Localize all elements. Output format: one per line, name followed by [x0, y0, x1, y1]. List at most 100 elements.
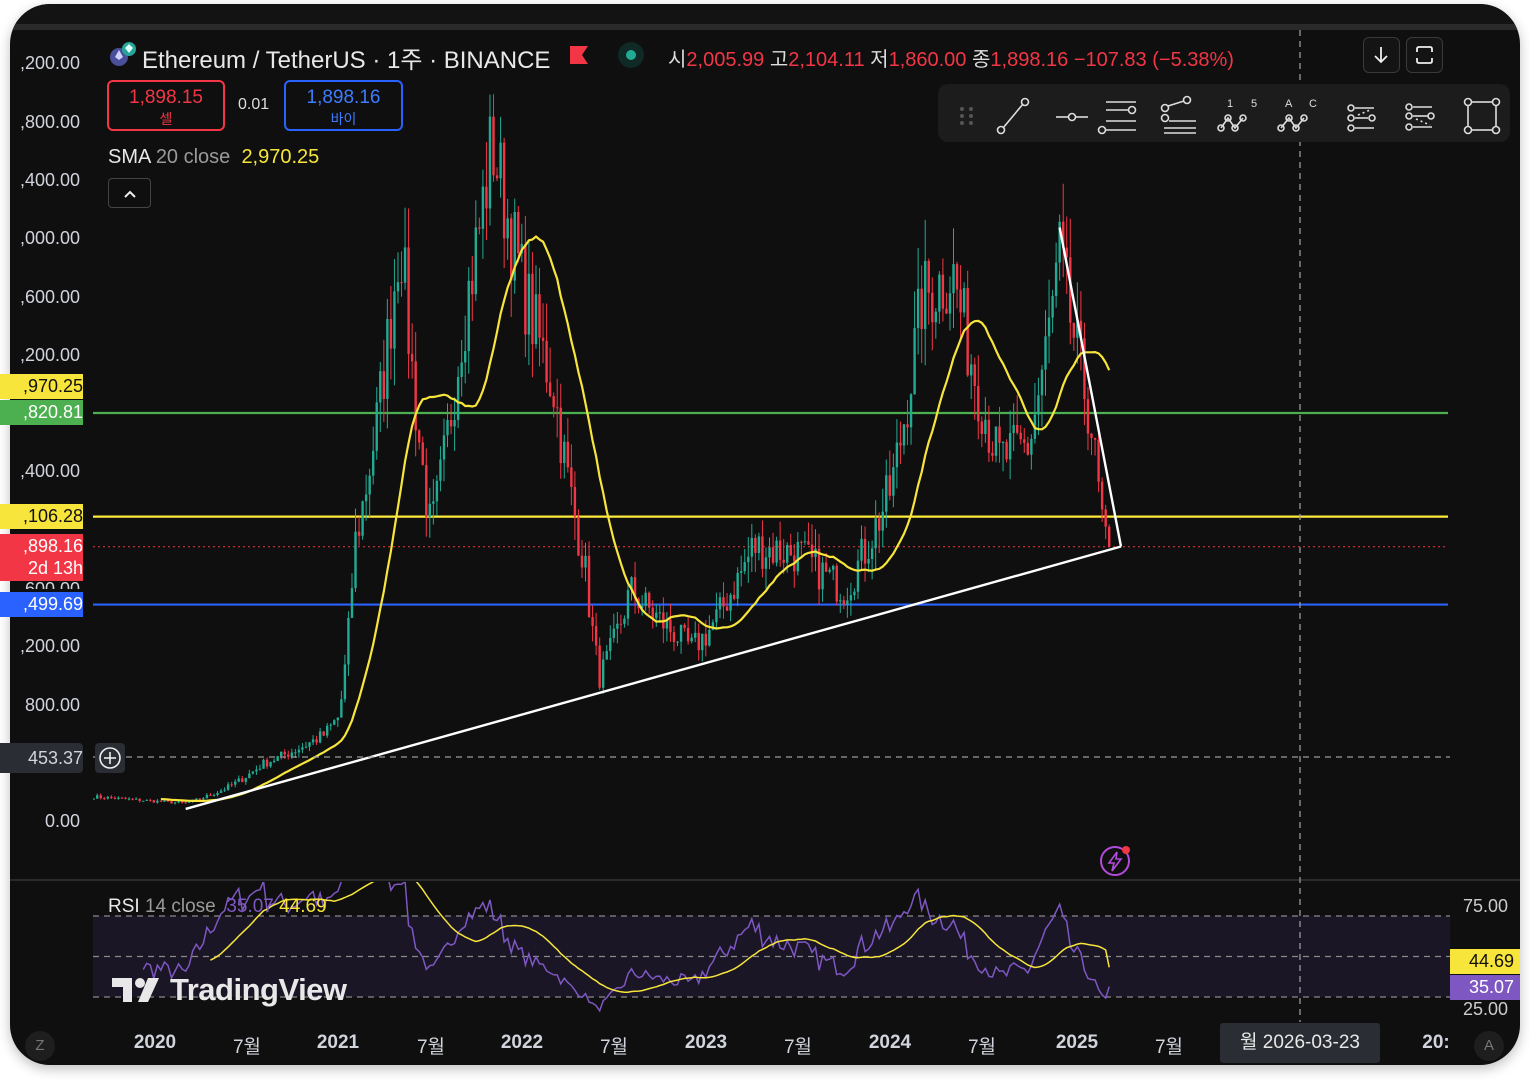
candle-body [743, 562, 746, 572]
candle [945, 292, 948, 315]
sell-button[interactable]: 1,898.15 셀 [107, 80, 225, 131]
candle-body [835, 565, 838, 602]
candle [658, 605, 662, 624]
candle [771, 532, 775, 565]
lightning-alert-icon[interactable] [1098, 844, 1132, 878]
candle-body [96, 795, 99, 799]
candle-body [626, 590, 630, 619]
candle [524, 215, 527, 358]
candle [446, 403, 449, 448]
ethereum-logo-icon [108, 40, 138, 68]
price-axis-label: 800.00 [24, 695, 80, 715]
candle [870, 540, 874, 580]
candle-body [248, 773, 251, 779]
candle-body [1047, 317, 1051, 337]
candle [885, 459, 888, 528]
symbol-title[interactable]: Ethereum / TetherUS · 1주 · BINANCE [142, 47, 551, 74]
time-axis-label: 7월 [1154, 1037, 1184, 1058]
candle-body [142, 800, 145, 802]
market-status-icon[interactable] [618, 42, 644, 68]
rectangle-icon[interactable] [1463, 97, 1501, 135]
candle [110, 795, 113, 799]
candle [552, 392, 555, 418]
candle [924, 219, 927, 366]
download-button[interactable] [1363, 37, 1400, 73]
candle [626, 581, 630, 626]
candle [1090, 433, 1093, 456]
svg-text:5: 5 [1251, 98, 1257, 110]
candle-body [347, 617, 350, 665]
sma-legend[interactable]: SMA 20 close 2,970.25 [108, 146, 320, 168]
auto-scale-toggle[interactable]: A [1474, 1031, 1504, 1061]
candle [655, 604, 658, 627]
regression-trend-icon[interactable] [1405, 103, 1435, 131]
candle [938, 271, 941, 325]
sma-line [160, 235, 1111, 802]
candle-body [902, 424, 906, 446]
candle [750, 523, 754, 573]
candle [159, 800, 163, 802]
candle-body [212, 795, 216, 797]
time-axis-label: 7월 [416, 1037, 446, 1058]
candle-body [711, 622, 715, 630]
horizontal-ray-icon[interactable] [1056, 112, 1088, 122]
candle-body [467, 280, 470, 352]
rsi-legend[interactable]: RSI 14 close 35.07 44.69 [108, 896, 327, 917]
candle-body [701, 633, 704, 651]
rsi-band [93, 916, 1450, 997]
candle-body [1051, 296, 1054, 318]
add-alert-button[interactable] [95, 743, 125, 773]
candle [372, 426, 375, 485]
candle-body [1005, 441, 1008, 460]
candle-body [938, 274, 941, 312]
candle [474, 200, 478, 302]
fullscreen-button[interactable] [1406, 37, 1443, 73]
candle [598, 637, 601, 691]
candle-body [690, 637, 693, 642]
candle [587, 541, 591, 618]
pitchfork-icon[interactable] [1097, 101, 1137, 135]
candle [205, 793, 209, 799]
log-scale-toggle[interactable]: Z [25, 1031, 55, 1061]
candle [400, 251, 403, 297]
candle [347, 611, 350, 676]
candle [863, 526, 867, 582]
candle [488, 94, 492, 226]
candle-body [913, 328, 916, 395]
candle [127, 797, 131, 801]
candle [796, 532, 800, 576]
collapse-legend-button[interactable] [108, 178, 151, 208]
candle [234, 779, 237, 788]
flag-icon[interactable] [570, 46, 588, 64]
parallel-channel-icon[interactable] [1347, 104, 1376, 132]
candle [846, 587, 849, 618]
candle-body [980, 421, 984, 434]
candle-body [920, 288, 923, 330]
candle [99, 793, 102, 800]
candle [672, 626, 676, 652]
drag-handle-icon[interactable] [960, 107, 973, 125]
buy-button[interactable]: 1,898.16 바이 [284, 80, 403, 131]
candle [333, 719, 336, 726]
candle-body [421, 442, 424, 465]
candle-body [584, 555, 587, 568]
candle [623, 615, 626, 628]
fib-retracement-icon[interactable] [1160, 95, 1197, 134]
trend-line-icon[interactable] [996, 97, 1030, 135]
candle [269, 761, 272, 768]
candle [694, 621, 697, 643]
candle-body [945, 308, 948, 314]
candle [464, 315, 467, 384]
candle-body [771, 547, 775, 563]
candle-body [216, 792, 219, 796]
candle-body [740, 571, 743, 573]
candle-body [619, 623, 623, 625]
price-axis-label: ,200.00 [19, 636, 80, 656]
candle-body [262, 759, 265, 769]
blue-level-tag: ,499.69 [0, 592, 83, 617]
candle-body [573, 486, 577, 517]
candle [927, 258, 930, 325]
